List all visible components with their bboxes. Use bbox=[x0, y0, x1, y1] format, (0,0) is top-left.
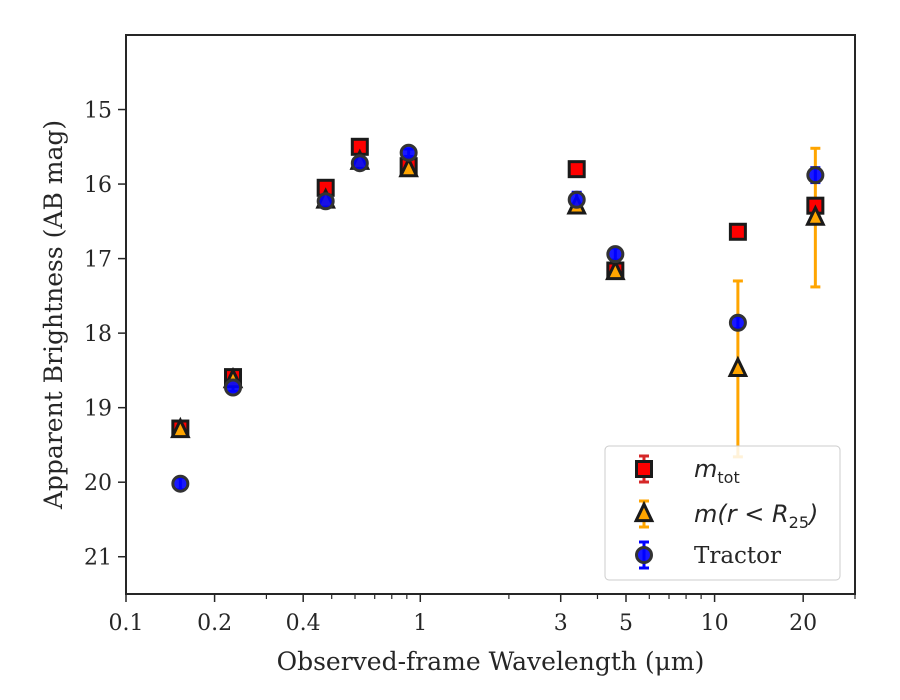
x-tick-label: 0.4 bbox=[286, 611, 321, 636]
legend-label-suffix: ) bbox=[807, 500, 818, 528]
mr25-point bbox=[170, 416, 191, 439]
legend-box bbox=[604, 445, 841, 581]
tractor-point bbox=[316, 192, 335, 211]
mtot-point bbox=[728, 222, 747, 241]
mr25-point bbox=[605, 258, 626, 281]
y-axis-label: Apparent Brightness (AB mag) bbox=[39, 120, 68, 510]
x-tick-label: 0.2 bbox=[197, 611, 232, 636]
mr25-point bbox=[727, 355, 749, 378]
legend-label-base: m(r < R bbox=[694, 500, 789, 528]
mr25-point bbox=[398, 155, 419, 178]
tractor-point bbox=[606, 245, 625, 264]
tractor-point bbox=[171, 474, 190, 493]
legend-label: m(r < R25) bbox=[694, 500, 818, 532]
legend-label: mtot bbox=[694, 455, 740, 487]
tractor-point bbox=[806, 166, 825, 185]
y-tick-label: 17 bbox=[84, 248, 112, 273]
legend-label: Tractor bbox=[694, 543, 781, 569]
x-tick-label: 20 bbox=[789, 611, 817, 636]
mr25-point bbox=[805, 204, 826, 226]
x-tick-label: 10 bbox=[701, 611, 729, 636]
tractor-point bbox=[350, 154, 369, 173]
legend-label-subscript: tot bbox=[717, 468, 739, 487]
y-tick-label: 15 bbox=[84, 99, 112, 124]
y-tick-label: 20 bbox=[84, 471, 112, 496]
y-tick-label: 21 bbox=[84, 546, 112, 571]
mtot-point bbox=[567, 160, 586, 179]
tractor-point bbox=[728, 313, 747, 332]
x-axis-label: Observed-frame Wavelength (μm) bbox=[277, 647, 705, 676]
legend-marker bbox=[635, 460, 653, 478]
legend-marker bbox=[635, 546, 653, 564]
y-tick-label: 16 bbox=[84, 173, 112, 198]
x-tick-label: 5 bbox=[619, 611, 633, 636]
tractor-point bbox=[567, 190, 586, 209]
legend-marker bbox=[633, 500, 655, 523]
tractor-point bbox=[224, 378, 243, 397]
plot-frame bbox=[125, 34, 856, 595]
x-tick-label: 3 bbox=[554, 611, 568, 636]
x-tick-label: 0.1 bbox=[109, 611, 144, 636]
tractor-point bbox=[399, 143, 418, 162]
legend-label-subscript: 25 bbox=[789, 513, 809, 532]
legend-label-base: m bbox=[694, 455, 717, 483]
y-tick-label: 18 bbox=[84, 322, 112, 347]
x-tick-label: 1 bbox=[413, 611, 427, 636]
y-tick-label: 19 bbox=[84, 397, 112, 422]
